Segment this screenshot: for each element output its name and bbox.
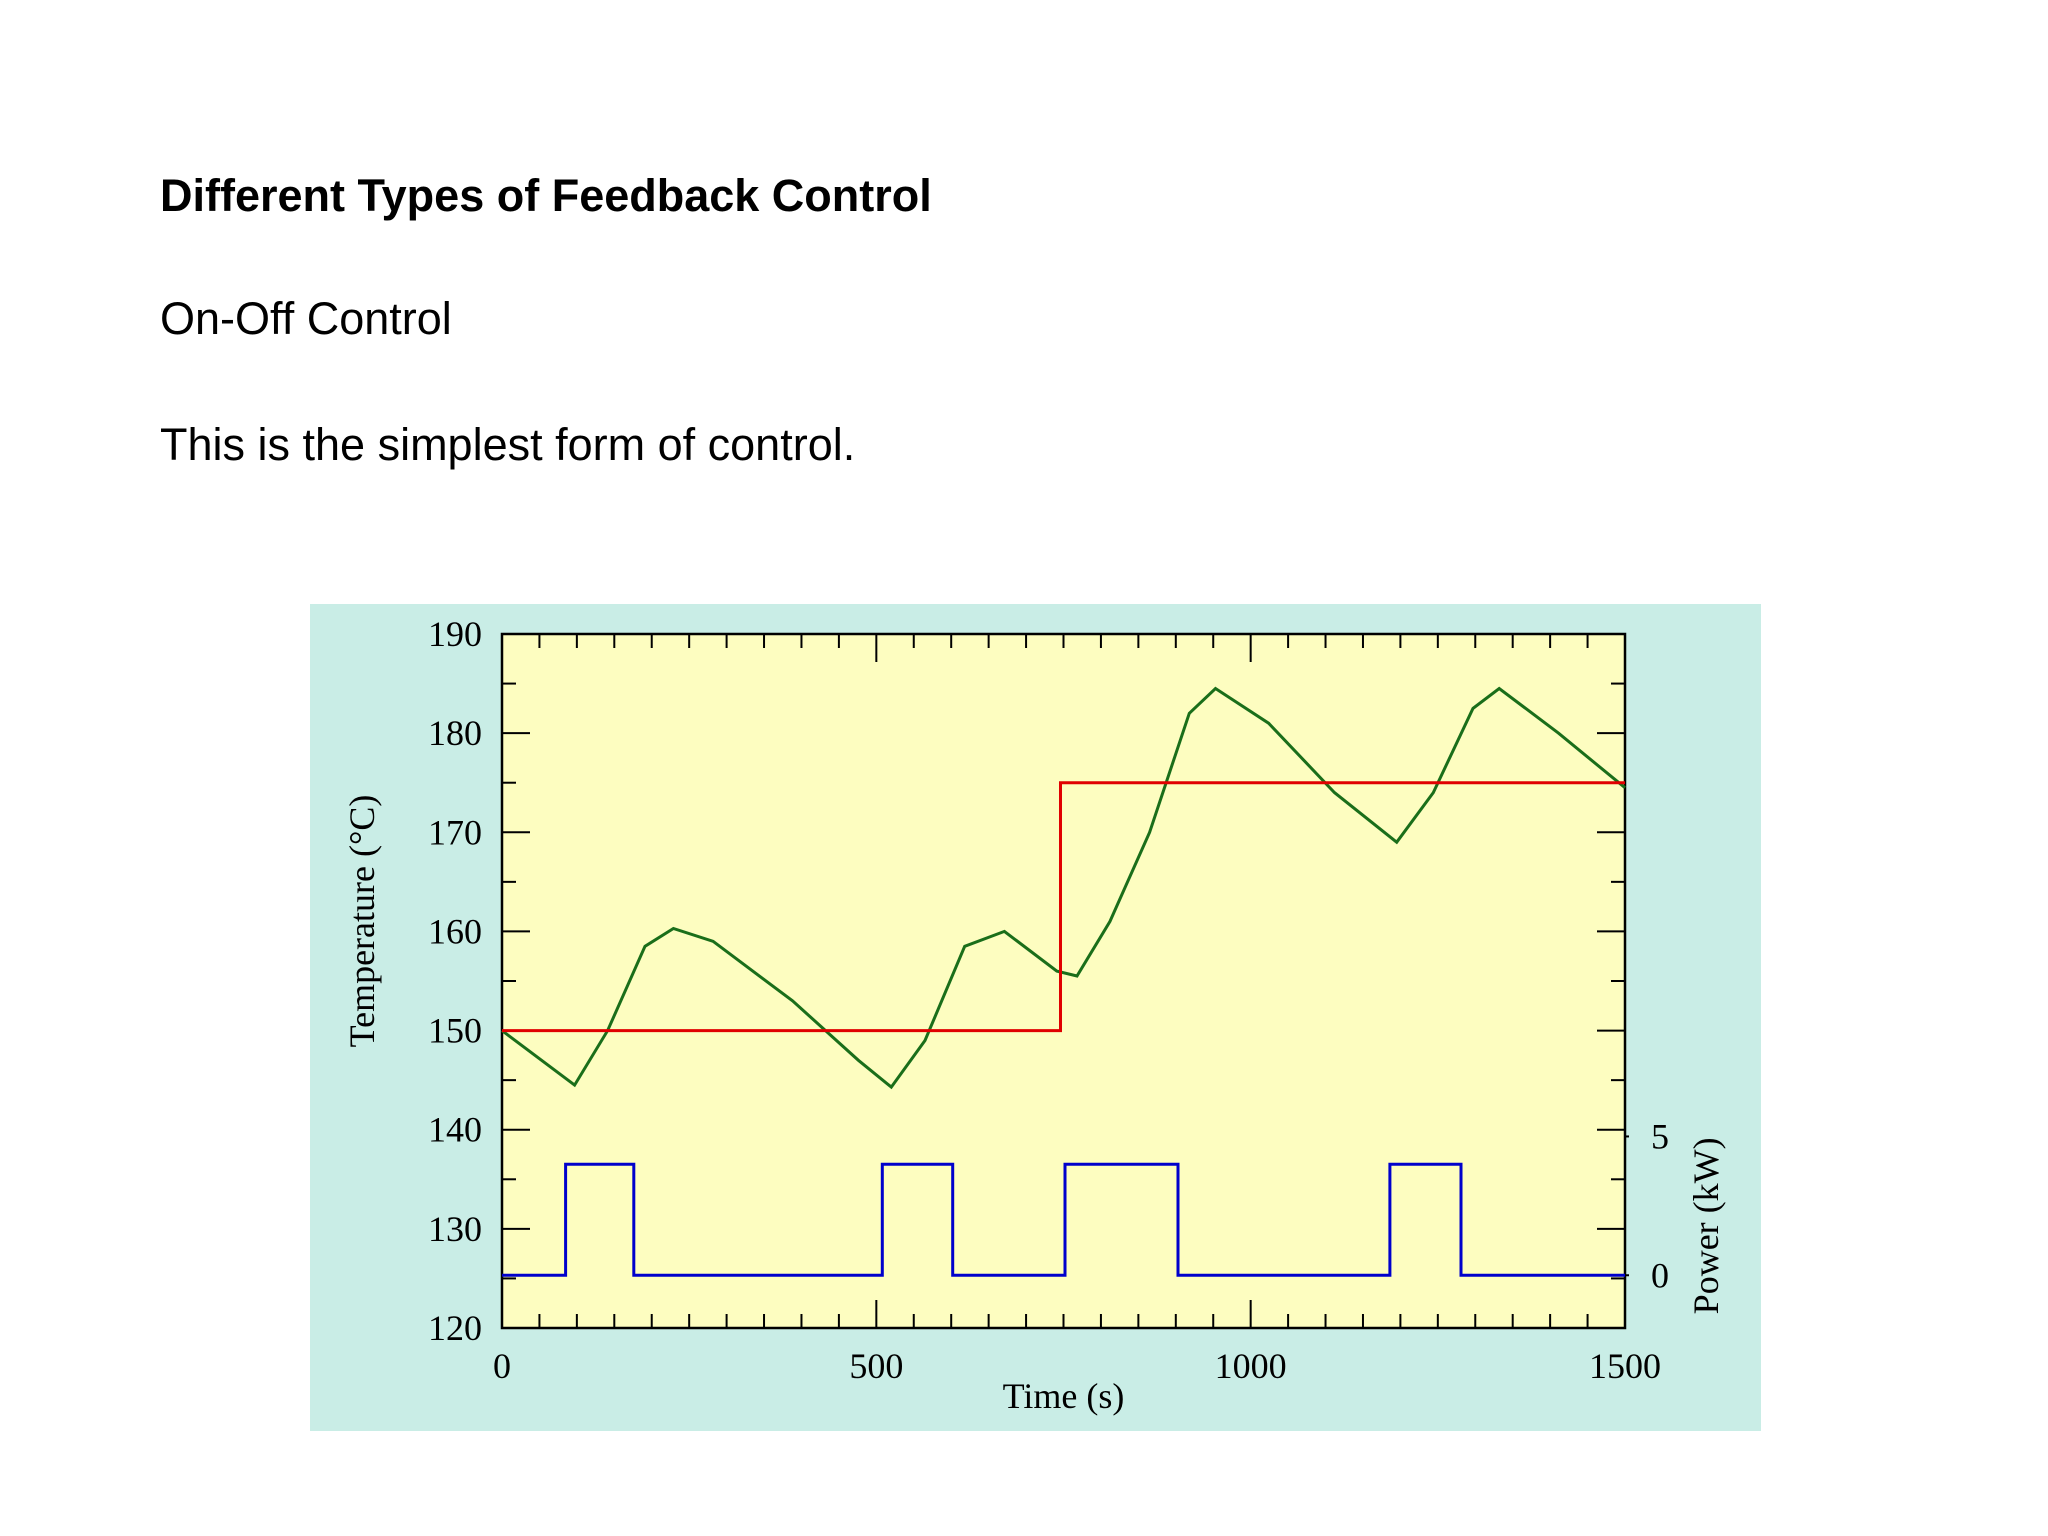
y-tick-label: 130 [428, 1209, 482, 1249]
y2-axis-label: Power (kW) [1686, 1137, 1726, 1314]
y-tick-label: 190 [428, 614, 482, 654]
slide-title: Different Types of Feedback Control [160, 170, 932, 221]
y2-tick-label: 0 [1651, 1255, 1669, 1295]
series-line [501, 686, 1626, 1090]
y-tick-label: 170 [428, 812, 482, 852]
y-axis-label: Temperature (°C) [342, 795, 382, 1048]
y-tick-label: 140 [428, 1110, 482, 1150]
y-tick-label: 150 [428, 1011, 482, 1051]
x-axis-label: Time (s) [1003, 1376, 1125, 1416]
subtitle: On-Off Control [160, 293, 452, 344]
y-tick-label: 120 [428, 1308, 482, 1348]
body-text: This is the simplest form of control. [160, 419, 856, 470]
y-tick-label: 180 [428, 713, 482, 753]
series-line [502, 1162, 1625, 1277]
series-line [502, 781, 1625, 1033]
x-tick-label: 0 [493, 1346, 511, 1386]
y2-tick-label: 5 [1651, 1116, 1669, 1156]
x-tick-label: 1000 [1215, 1346, 1287, 1386]
y-tick-label: 160 [428, 911, 482, 951]
x-tick-label: 500 [849, 1346, 903, 1386]
x-tick-label: 1500 [1589, 1346, 1661, 1386]
